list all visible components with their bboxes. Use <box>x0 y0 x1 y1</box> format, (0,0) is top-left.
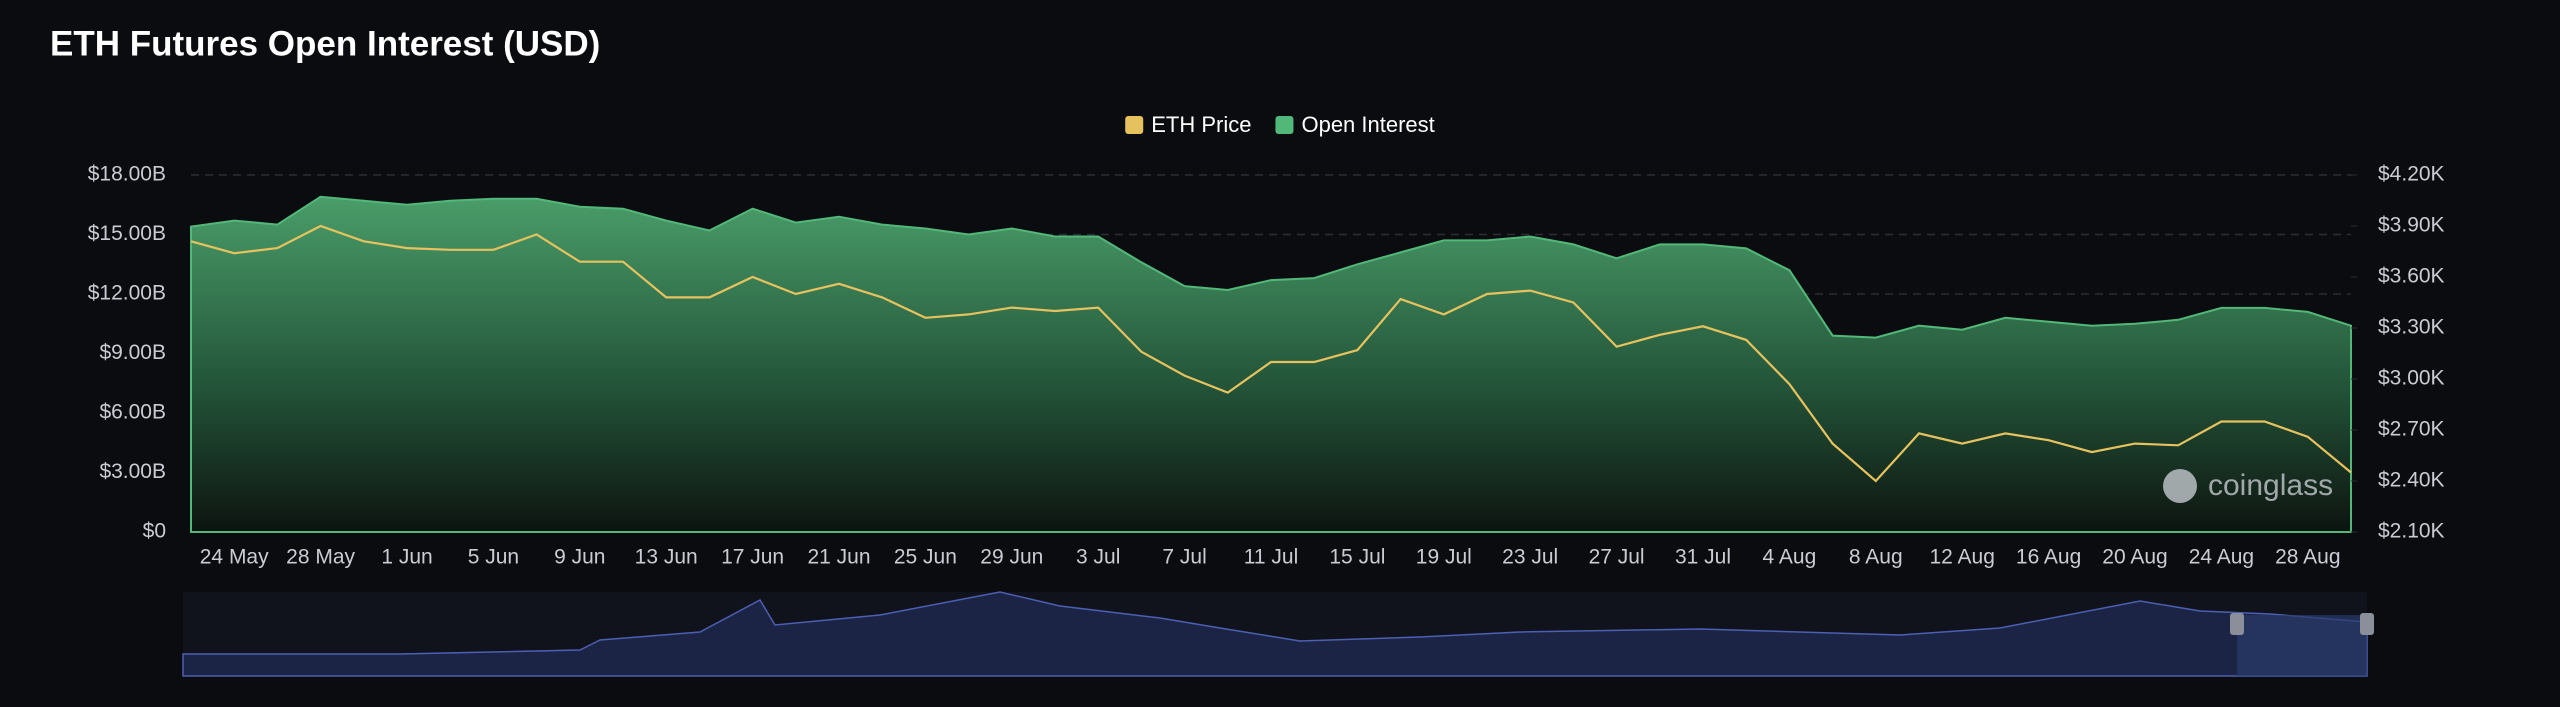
y2-tick-label: $2.10K <box>2378 520 2445 543</box>
navigator-selection[interactable] <box>2237 615 2367 676</box>
y-tick-label: $9.00B <box>99 341 166 364</box>
plot <box>190 195 2352 533</box>
chart-title: ETH Futures Open Interest (USD) <box>50 24 600 63</box>
x-tick-label: 5 Jun <box>468 546 519 569</box>
line <box>190 224 2352 483</box>
y2-tick-label: $4.20K <box>2378 163 2445 186</box>
navigator-handle[interactable] <box>2360 613 2374 635</box>
legend-label: ETH Price <box>1151 112 1251 137</box>
area <box>190 195 2352 533</box>
x-tick-label: 29 Jun <box>980 546 1043 569</box>
y2-tick-label: $3.90K <box>2378 214 2445 237</box>
y-tick-label: $12.00B <box>88 282 166 305</box>
x-tick-label: 28 Aug <box>2275 546 2340 569</box>
legend-swatch <box>1125 116 1144 134</box>
x-tick-label: 12 Aug <box>1929 546 1994 569</box>
x-tick-label: 15 Jul <box>1329 546 1385 569</box>
y2-tick-label: $2.70K <box>2378 418 2445 441</box>
y2-tick-label: $3.30K <box>2378 316 2445 339</box>
x-tick-label: 20 Aug <box>2102 546 2167 569</box>
x-tick-label: 24 May <box>200 546 269 569</box>
x-tick-label: 1 Jun <box>381 546 432 569</box>
navigator-series <box>182 591 2368 677</box>
y-tick-label: $18.00B <box>88 163 166 186</box>
x-tick-label: 13 Jun <box>635 546 698 569</box>
x-tick-label: 7 Jul <box>1162 546 1206 569</box>
x-tick-label: 24 Aug <box>2189 546 2254 569</box>
x-tick-label: 8 Aug <box>1849 546 1903 569</box>
x-tick-label: 27 Jul <box>1589 546 1645 569</box>
x-tick-label: 21 Jun <box>807 546 870 569</box>
legend-swatch <box>1275 116 1294 134</box>
y-tick-label: $0 <box>143 520 166 543</box>
y-tick-label: $6.00B <box>99 401 166 424</box>
watermark: coinglass <box>2163 469 2333 503</box>
watermark-logo <box>2163 469 2197 503</box>
x-tick-label: 9 Jun <box>554 546 605 569</box>
y2-tick-label: $3.60K <box>2378 265 2445 288</box>
x-tick-label: 25 Jun <box>894 546 957 569</box>
legend-label: Open Interest <box>1301 112 1434 137</box>
y2-tick-label: $3.00K <box>2378 367 2445 390</box>
x-tick-label: 3 Jul <box>1076 546 1120 569</box>
y-tick-label: $3.00B <box>99 460 166 483</box>
navigator <box>182 591 2374 677</box>
x-tick-label: 4 Aug <box>1763 546 1817 569</box>
legend: ETH Price Open Interest <box>1125 112 1435 137</box>
y2-tick-label: $2.40K <box>2378 469 2445 492</box>
axes: $0 $3.00B $6.00B $9.00B $12.00B $15.00B $18.00… <box>88 163 2445 569</box>
watermark-text: coinglass <box>2208 469 2333 502</box>
x-tick-label: 31 Jul <box>1675 546 1731 569</box>
x-tick-label: 16 Aug <box>2016 546 2081 569</box>
x-tick-label: 28 May <box>286 546 355 569</box>
y-tick-label: $15.00B <box>88 222 166 245</box>
x-tick-label: 17 Jun <box>721 546 784 569</box>
x-tick-label: 19 Jul <box>1416 546 1472 569</box>
x-tick-label: 11 Jul <box>1244 546 1298 569</box>
x-tick-label: 23 Jul <box>1502 546 1558 569</box>
navigator-handle[interactable] <box>2230 613 2244 635</box>
